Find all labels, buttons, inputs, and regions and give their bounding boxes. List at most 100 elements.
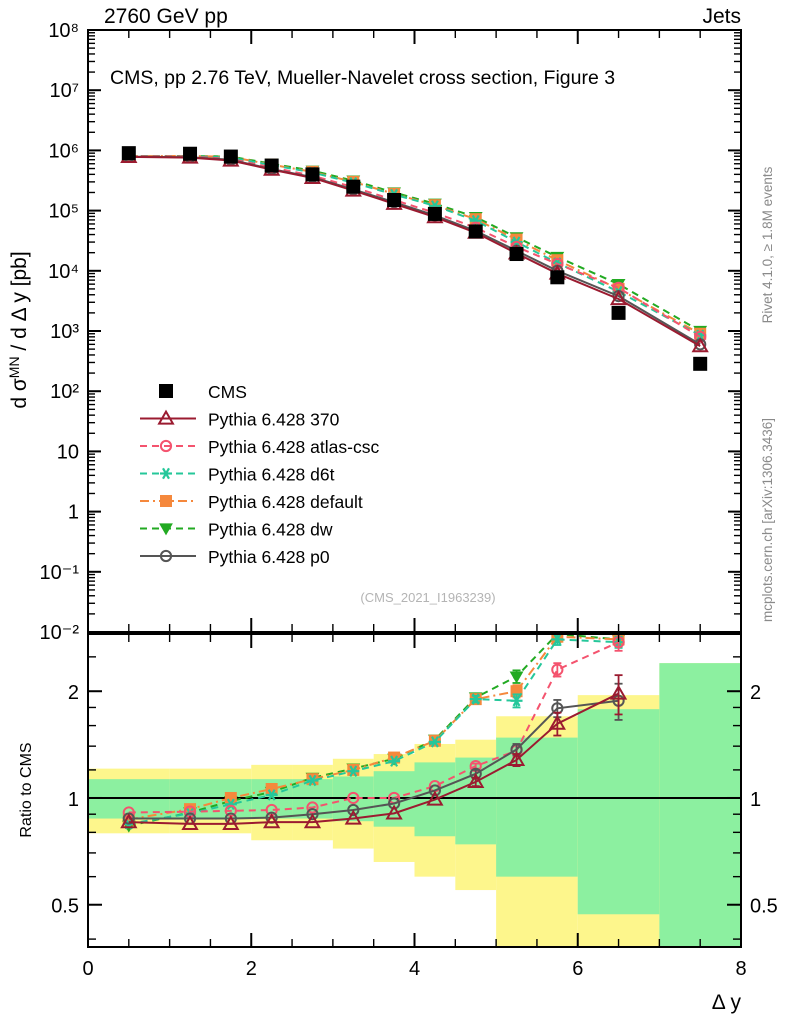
main-ytick-label: 10³ [50, 321, 79, 343]
marker-circle [306, 801, 319, 814]
legend-label: Pythia 6.428 p0 [208, 547, 330, 567]
ratio-ytick-label: 1 [68, 789, 79, 811]
xaxis-tick-label: 4 [409, 958, 420, 980]
marker-circle [551, 663, 564, 676]
marker-circle [428, 784, 442, 797]
band-green [577, 709, 660, 915]
main-ytick-label: 10⁻² [40, 622, 80, 644]
marker-asterisk [390, 755, 399, 767]
marker-square [550, 270, 565, 285]
side-label-source: mcplots.cern.ch [arXiv:1306.3436] [760, 418, 775, 622]
header-left-beam: 2760 GeV pp [104, 5, 228, 28]
marker-triangle-up [467, 773, 485, 789]
ratio-series-pythia-6-428-370 [120, 674, 628, 831]
legend-item-pythia-6-428-370[interactable]: Pythia 6.428 370 [140, 410, 340, 430]
marker-triangle-up [548, 714, 566, 730]
marker-asterisk [430, 736, 439, 748]
xaxis-tick-label: 0 [82, 958, 93, 980]
main-ytick-label: 10⁴ [48, 261, 79, 283]
ylabel-sigma: σ [8, 378, 31, 391]
marker-square [183, 146, 198, 161]
legend-item-pythia-6-428-atlas-csc[interactable]: Pythia 6.428 atlas-csc [140, 437, 379, 457]
ratio-line [128, 699, 619, 820]
marker-circle [306, 808, 319, 821]
marker-triangle-up [609, 290, 628, 306]
svg-text:d σMN / d Δ y [pb]: d σMN / d Δ y [pb] [6, 251, 31, 408]
marker-square [121, 146, 136, 161]
marker-circle [694, 330, 707, 343]
main-ylabel: d σMN / d Δ y [pb] [6, 251, 31, 408]
ratio-ytick-label-right: 2 [750, 682, 761, 704]
marker-square [305, 167, 320, 182]
marker-square [346, 179, 361, 194]
ratio-line [128, 638, 619, 825]
marker-circle [347, 791, 360, 805]
xaxis-tick-label: 6 [572, 958, 583, 980]
plot-title: CMS, pp 2.76 TeV, Mueller-Navelet cross … [110, 67, 615, 89]
main-ytick-label: 10⁻¹ [40, 562, 80, 584]
ylabel-sup: MN [6, 356, 22, 378]
ratio-line [128, 692, 620, 825]
main-ytick-label: 10⁵ [48, 201, 79, 223]
legend-item-pythia-6-428-dw[interactable]: Pythia 6.428 dw [140, 520, 333, 540]
marker-triangle-down [159, 523, 173, 536]
marker-square [611, 305, 626, 320]
ratio-ylabel: Ratio to CMS [18, 742, 35, 837]
marker-asterisk [471, 214, 480, 227]
ratio-ytick-label-right: 0.5 [750, 896, 778, 918]
ylabel-rest: / d Δ y [pb] [8, 251, 31, 356]
marker-square [693, 356, 708, 371]
marker-triangle-up [344, 809, 362, 825]
marker-circle [159, 549, 173, 563]
main-ytick-label: 10⁷ [50, 80, 79, 102]
ratio-line [128, 641, 619, 814]
marker-triangle-up [263, 813, 281, 829]
legend-label: Pythia 6.428 default [208, 492, 363, 512]
marker-circle [387, 797, 401, 810]
main-ytick-label: 10² [50, 381, 79, 403]
marker-square [468, 224, 483, 239]
band-green [496, 737, 578, 877]
legend-label: Pythia 6.428 atlas-csc [208, 437, 379, 457]
series-cms [121, 146, 708, 371]
xaxis-label: Δ y [712, 991, 742, 1014]
marker-asterisk [162, 467, 170, 480]
marker-asterisk [267, 789, 276, 801]
marker-asterisk [512, 695, 521, 707]
xaxis-tick-label: 8 [735, 958, 746, 980]
main-ytick-label: 10 [57, 441, 79, 463]
marker-circle [551, 257, 564, 271]
legend-label: Pythia 6.428 370 [208, 410, 340, 430]
marker-triangle-up [691, 337, 709, 353]
uncertainty-bands [88, 663, 741, 947]
marker-square [159, 384, 173, 398]
ylabel-d: d [8, 391, 31, 409]
marker-triangle-up [157, 409, 175, 425]
legend-item-pythia-6-428-p0[interactable]: Pythia 6.428 p0 [140, 547, 330, 567]
marker-square [427, 206, 442, 221]
marker-triangle-up [303, 813, 322, 829]
legend: CMS Pythia 6.428 370 Pythia 6.428 atlas-cs… [140, 382, 379, 567]
legend-label: Pythia 6.428 dw [208, 520, 333, 540]
ratio-line [128, 635, 619, 821]
ratio-ytick-label: 0.5 [51, 896, 79, 918]
band-green [659, 663, 741, 947]
marker-asterisk [553, 634, 562, 646]
main-plot-panel: 10⁸ 10⁷ 10⁶ 10⁵ 10⁴ 10³ 10² 10 1 10⁻¹ 10⁻² [40, 20, 742, 644]
marker-circle [159, 439, 173, 453]
marker-asterisk [226, 798, 235, 811]
legend-item-cms[interactable]: CMS [159, 382, 247, 402]
marker-asterisk [471, 693, 480, 705]
marker-triangle-up [426, 790, 444, 806]
legend-item-pythia-6-428-default[interactable]: Pythia 6.428 default [140, 492, 363, 512]
header-right-category: Jets [702, 5, 741, 28]
ratio-ytick-label-right: 1 [750, 789, 761, 811]
side-label-rivet: Rivet 4.1.0, ≥ 1.8M events [760, 166, 775, 323]
marker-square [160, 495, 172, 507]
marker-square [264, 158, 279, 173]
main-ytick-label: 10⁶ [49, 140, 79, 162]
legend-item-pythia-6-428-d6t[interactable]: Pythia 6.428 d6t [140, 465, 335, 485]
main-ytick-label: 1 [68, 502, 79, 524]
